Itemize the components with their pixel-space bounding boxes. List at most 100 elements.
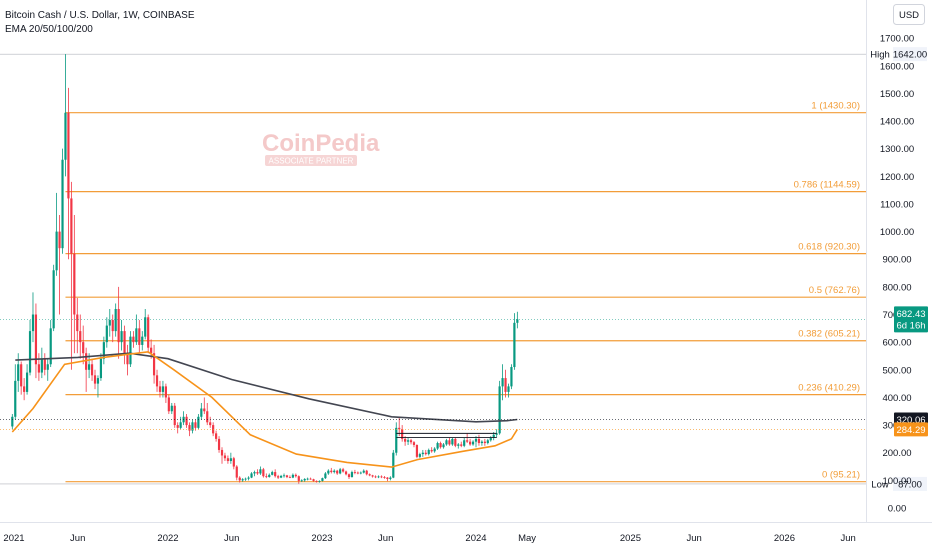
candle-body: [120, 331, 123, 343]
candle: [194, 419, 197, 431]
candle: [362, 469, 365, 474]
candle-body: [474, 438, 478, 442]
candle-body: [371, 475, 374, 477]
candle-body: [498, 386, 501, 434]
candle: [415, 444, 419, 459]
candle-body: [315, 480, 318, 482]
candle-body: [279, 475, 283, 478]
candle: [392, 449, 395, 479]
candle-body: [421, 452, 424, 455]
price-tag-countdown: 6d 16h: [896, 320, 925, 331]
candle-body: [492, 434, 495, 438]
candle: [155, 369, 159, 392]
candle: [344, 470, 348, 476]
candle: [203, 397, 206, 415]
candle-body: [486, 440, 489, 444]
candle: [341, 467, 345, 473]
low-label: Low: [871, 479, 889, 490]
x-tick-label: 2025: [620, 533, 641, 544]
candle: [359, 471, 362, 475]
candle: [67, 87, 70, 260]
candle: [445, 438, 448, 446]
candle-body: [454, 438, 457, 446]
candle: [135, 314, 138, 345]
y-tick-label: 400.00: [882, 393, 911, 404]
x-tick-label: Jun: [224, 533, 239, 544]
candle-body: [88, 364, 91, 370]
candle-body: [430, 449, 433, 452]
candle-body: [448, 440, 451, 445]
candle-body: [418, 454, 421, 457]
candle-body: [336, 470, 339, 474]
y-tick-label: 200.00: [882, 448, 911, 459]
candle: [141, 331, 144, 351]
candle: [471, 440, 475, 446]
candle: [114, 303, 117, 337]
candle-body: [424, 452, 427, 455]
candle-body: [203, 408, 206, 412]
price-axis[interactable]: 0.00100.00200.00300.00400.00500.00600.00…: [880, 34, 914, 515]
candle-body: [439, 443, 442, 448]
candle: [14, 364, 17, 420]
candle-body: [401, 429, 404, 439]
candle: [46, 358, 49, 381]
candle-body: [327, 470, 330, 474]
fibonacci-levels: 1 (1430.30) 0.786 (1144.59) 0.618 (920.30)…: [65, 101, 866, 483]
candle: [315, 480, 318, 483]
candle: [123, 325, 126, 365]
candle-body: [223, 455, 227, 459]
y-tick-label: 1500.00: [880, 89, 914, 100]
candle: [300, 479, 303, 483]
candle-body: [82, 342, 85, 354]
candle: [132, 331, 135, 348]
candle: [265, 473, 268, 479]
candle: [436, 441, 439, 450]
candle: [439, 441, 442, 449]
candle-body: [353, 472, 357, 473]
x-tick-label: 2023: [311, 533, 332, 544]
candle-body: [147, 317, 150, 348]
consolidation-box: [396, 432, 497, 438]
candle: [312, 478, 315, 482]
candle: [309, 477, 312, 480]
high-marker: High 1642.00: [868, 47, 927, 62]
x-tick-label: Jun: [70, 533, 85, 544]
time-axis[interactable]: 2021 Jun 2022 Jun 2023 Jun 2024 May 2025 Jun 2026 J…: [3, 533, 855, 544]
high-label: High: [870, 50, 890, 61]
candle: [185, 414, 188, 428]
candle: [96, 375, 100, 398]
candle-body: [31, 314, 35, 332]
candle: [318, 480, 321, 483]
candle-body: [359, 472, 362, 474]
candle: [126, 344, 129, 376]
candle-body: [25, 372, 29, 392]
y-tick-label: 800.00: [882, 282, 911, 293]
candle-body: [217, 438, 221, 450]
y-tick-label: 1000.00: [880, 227, 914, 238]
candle-body: [64, 112, 67, 160]
candle-body: [377, 476, 380, 478]
candle-body: [238, 477, 241, 481]
ema-50-line: [11, 350, 518, 468]
candle-body: [274, 472, 277, 477]
candle: [58, 215, 61, 315]
candle-body: [96, 378, 100, 384]
candle-body: [173, 405, 176, 426]
candle: [457, 443, 460, 449]
x-tick-label: Jun: [840, 533, 855, 544]
candle: [271, 470, 274, 476]
candle-body: [344, 471, 348, 475]
candle: [173, 402, 176, 428]
candle-body: [17, 364, 20, 381]
currency-button[interactable]: USD: [893, 4, 925, 25]
candle: [303, 478, 306, 482]
low-value: 87.00: [898, 479, 922, 490]
candle: [120, 320, 123, 351]
candle: [64, 54, 67, 177]
candle: [90, 358, 94, 381]
candle-body: [333, 470, 336, 473]
y-tick-label: 1700.00: [880, 34, 914, 45]
candle: [61, 148, 64, 254]
candle: [365, 469, 368, 476]
